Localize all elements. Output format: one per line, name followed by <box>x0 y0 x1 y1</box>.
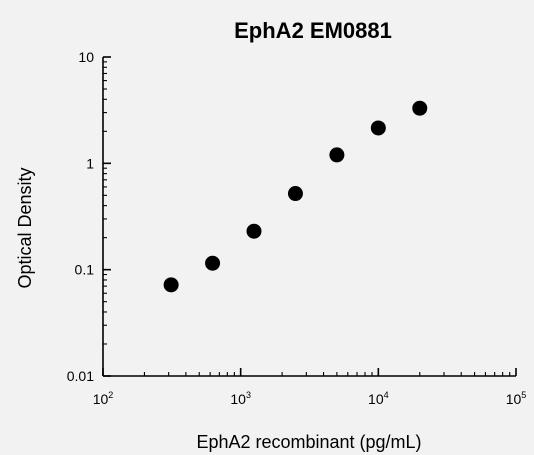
chart-title: EphA2 EM0881 <box>234 18 392 43</box>
data-point <box>163 277 179 293</box>
x-axis-label: EphA2 recombinant (pg/mL) <box>196 432 421 452</box>
y-tick-label: 1 <box>86 155 94 171</box>
data-point <box>370 120 386 136</box>
y-axis-label: Optical Density <box>15 167 35 288</box>
y-tick-label: 10 <box>78 49 94 65</box>
x-tick-label: 104 <box>368 390 389 407</box>
data-point <box>329 147 345 163</box>
data-point <box>246 223 262 239</box>
data-point <box>412 100 428 116</box>
data-point <box>287 186 303 202</box>
data-point <box>205 255 221 271</box>
x-tick-label: 102 <box>93 390 114 407</box>
data-points <box>163 100 428 293</box>
axes: 0.01 0.1 1 10 102 103 104 105 <box>67 49 527 407</box>
x-tick-label: 103 <box>230 390 251 407</box>
y-tick-label: 0.1 <box>75 262 95 278</box>
y-tick-label: 0.01 <box>67 368 94 384</box>
x-tick-label: 105 <box>506 390 527 407</box>
